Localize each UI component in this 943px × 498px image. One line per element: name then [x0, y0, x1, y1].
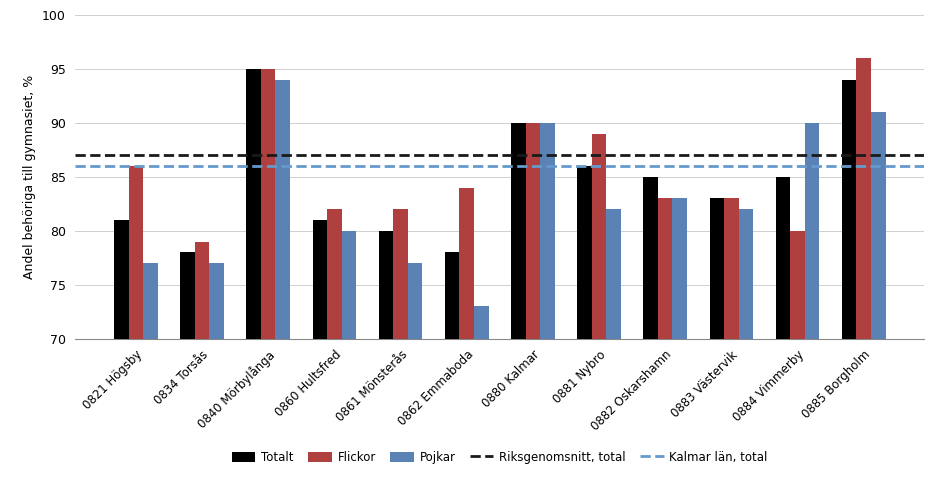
- Bar: [312, 220, 327, 498]
- Bar: [246, 69, 261, 498]
- Bar: [393, 209, 407, 498]
- Bar: [180, 252, 195, 498]
- Bar: [709, 198, 724, 498]
- Bar: [672, 198, 687, 498]
- Bar: [606, 209, 620, 498]
- Bar: [511, 123, 525, 498]
- Bar: [195, 242, 209, 498]
- Bar: [643, 177, 658, 498]
- Bar: [776, 177, 790, 498]
- Bar: [525, 123, 540, 498]
- Legend: Totalt, Flickor, Pojkar, Riksgenomsnitt, total, Kalmar län, total: Totalt, Flickor, Pojkar, Riksgenomsnitt,…: [227, 446, 772, 469]
- Bar: [379, 231, 393, 498]
- Bar: [114, 220, 128, 498]
- Bar: [445, 252, 459, 498]
- Bar: [856, 58, 871, 498]
- Bar: [128, 166, 143, 498]
- Bar: [577, 166, 592, 498]
- Bar: [407, 263, 422, 498]
- Bar: [658, 198, 672, 498]
- Bar: [842, 80, 856, 498]
- Y-axis label: Andel behöriga till gymnasiet, %: Andel behöriga till gymnasiet, %: [24, 75, 36, 279]
- Bar: [459, 188, 474, 498]
- Bar: [275, 80, 290, 498]
- Bar: [327, 209, 341, 498]
- Bar: [341, 231, 356, 498]
- Bar: [790, 231, 804, 498]
- Bar: [592, 133, 606, 498]
- Bar: [540, 123, 554, 498]
- Bar: [871, 112, 885, 498]
- Bar: [261, 69, 275, 498]
- Bar: [804, 123, 819, 498]
- Bar: [143, 263, 157, 498]
- Bar: [474, 306, 488, 498]
- Bar: [209, 263, 223, 498]
- Bar: [738, 209, 753, 498]
- Bar: [724, 198, 738, 498]
